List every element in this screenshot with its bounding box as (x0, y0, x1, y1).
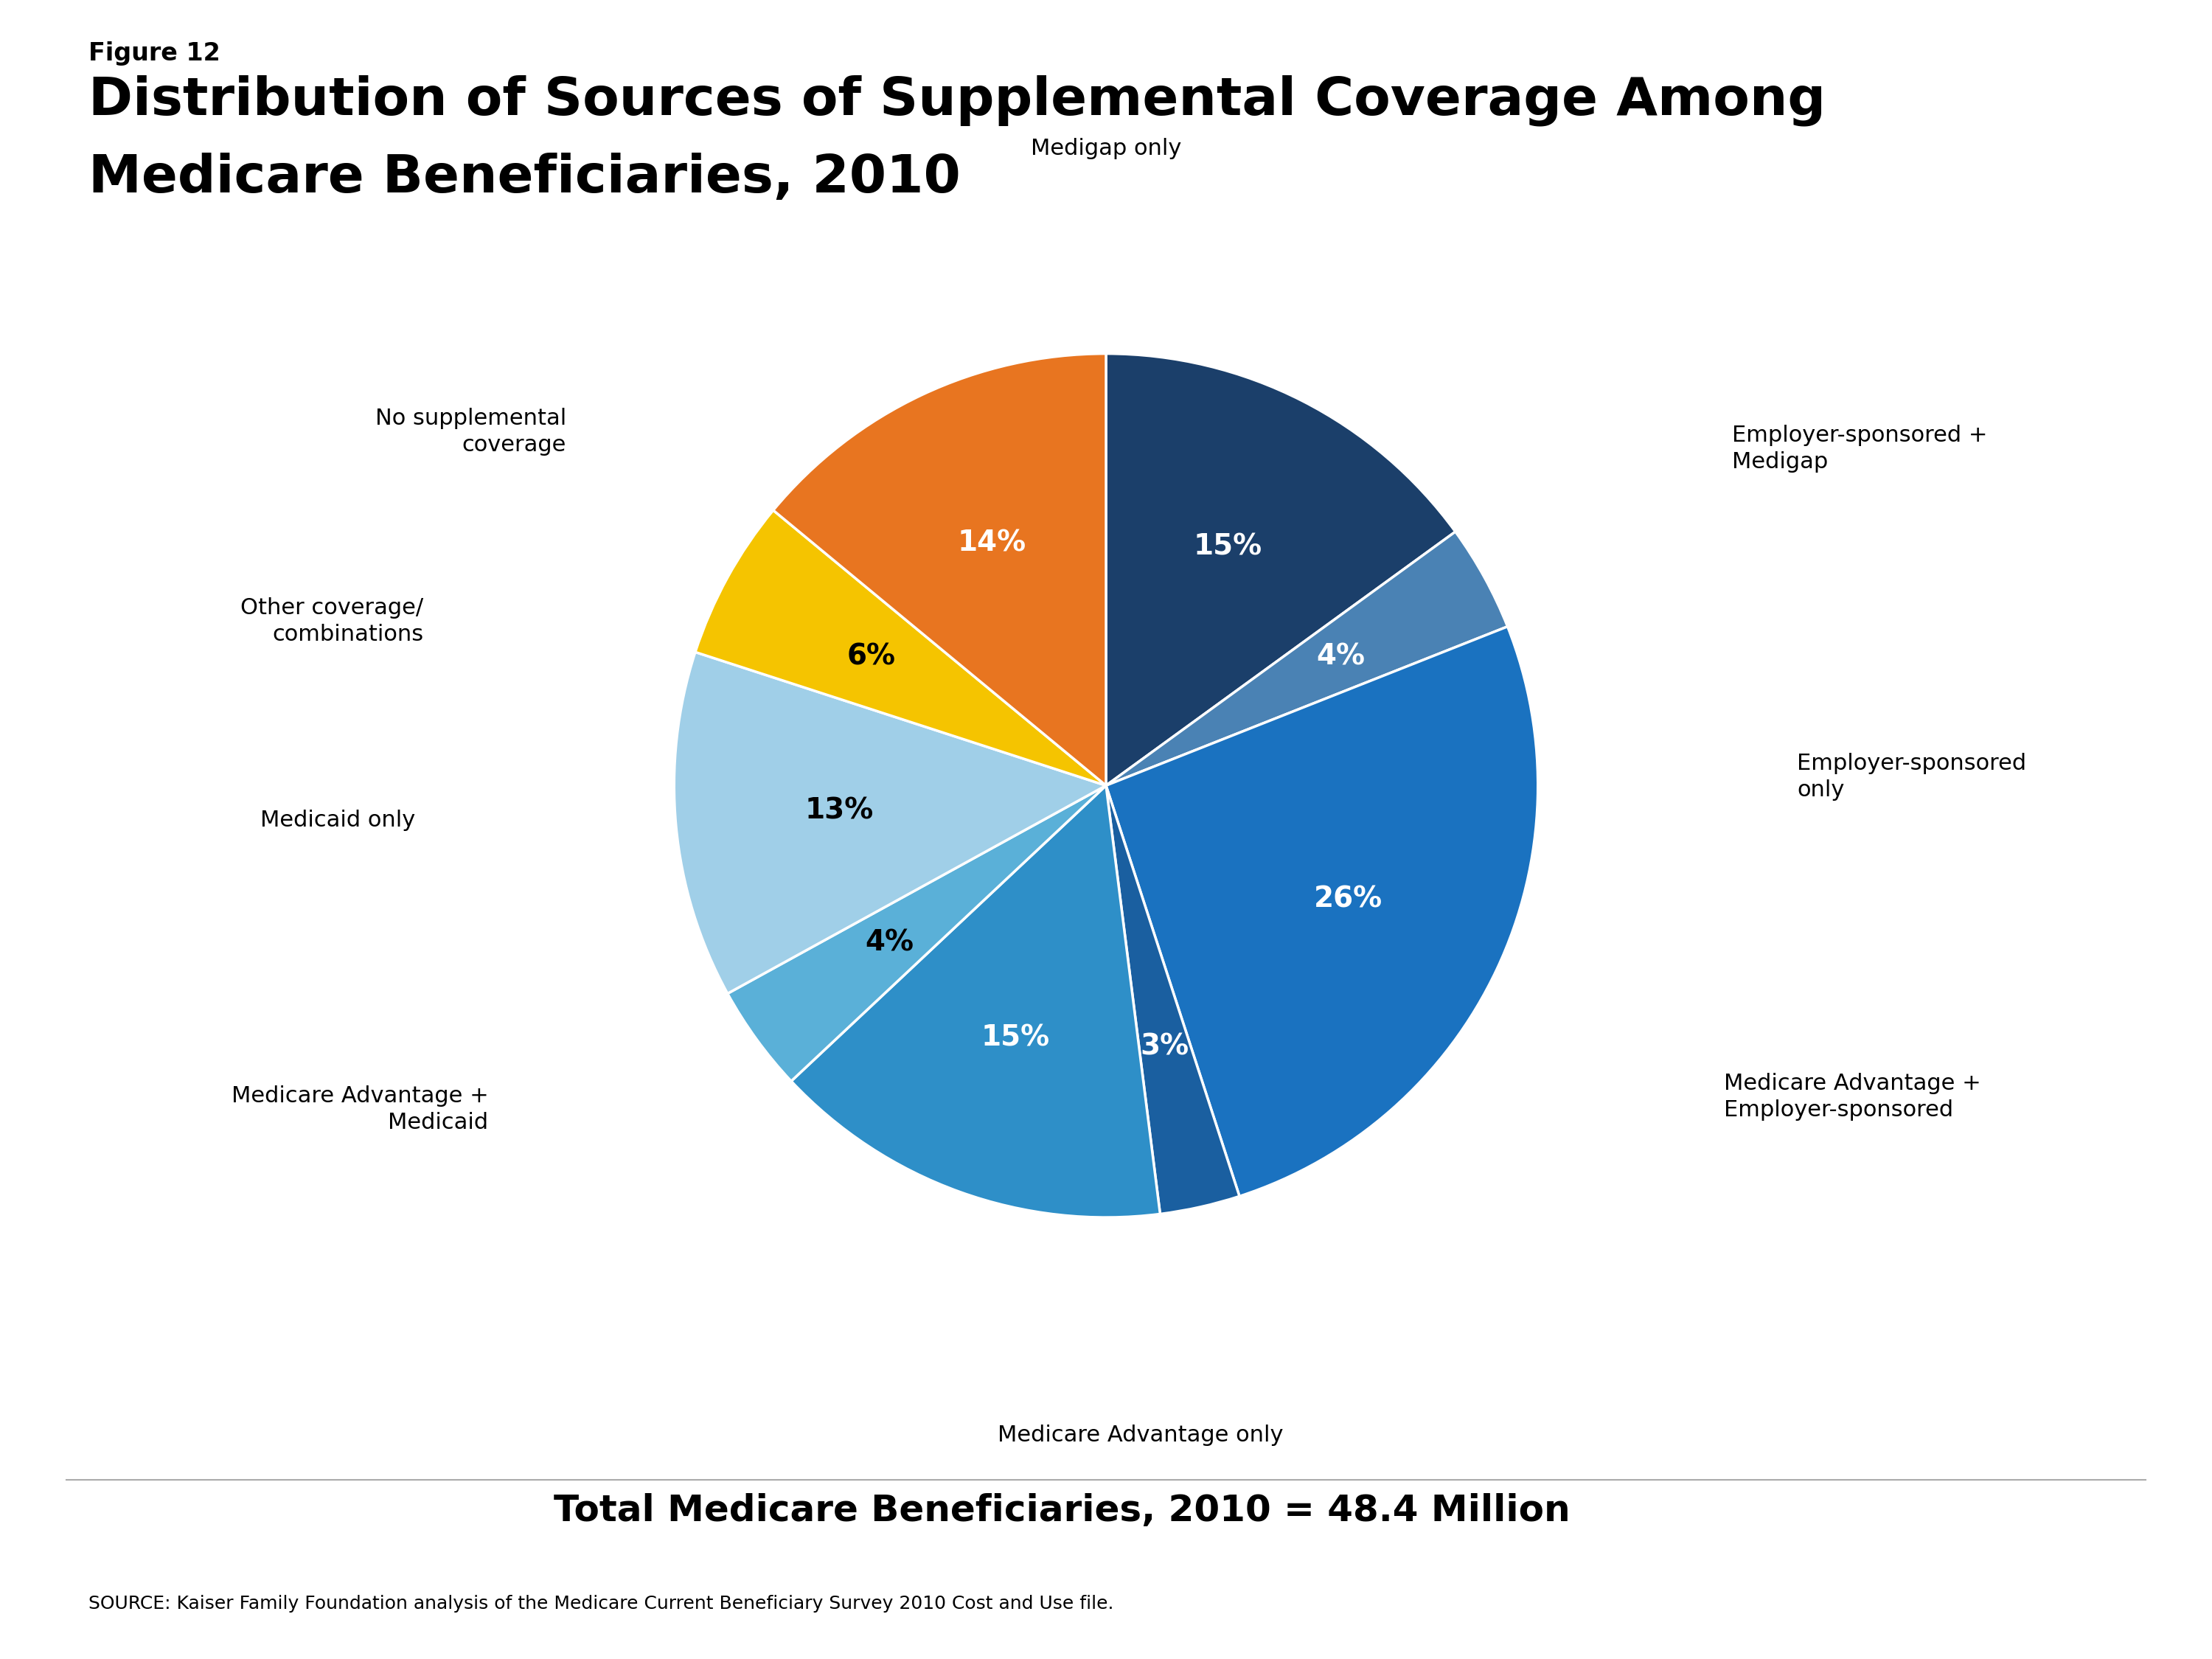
Text: FAMILY: FAMILY (2046, 1558, 2108, 1573)
Text: 4%: 4% (1316, 642, 1365, 670)
Wedge shape (1106, 627, 1537, 1196)
Text: 13%: 13% (805, 796, 874, 825)
Text: THE HENRY J.: THE HENRY J. (2046, 1496, 2108, 1506)
Text: Medigap only: Medigap only (1031, 138, 1181, 159)
Text: 3%: 3% (1139, 1034, 1188, 1060)
Wedge shape (1106, 353, 1455, 785)
Text: No supplemental
coverage: No supplemental coverage (376, 408, 566, 455)
Text: Medicare Advantage only: Medicare Advantage only (998, 1425, 1283, 1447)
Text: Medicare Beneficiaries, 2010: Medicare Beneficiaries, 2010 (88, 153, 960, 204)
Text: 4%: 4% (865, 929, 914, 957)
Text: Employer-sponsored +
Medigap: Employer-sponsored + Medigap (1732, 425, 1989, 473)
Text: 26%: 26% (1314, 886, 1382, 914)
Wedge shape (1106, 531, 1509, 785)
Wedge shape (792, 785, 1159, 1218)
Text: 15%: 15% (980, 1024, 1051, 1052)
Text: Employer-sponsored
only: Employer-sponsored only (1796, 753, 2026, 801)
Text: 6%: 6% (847, 642, 896, 670)
Text: Total Medicare Beneficiaries, 2010 = 48.4 Million: Total Medicare Beneficiaries, 2010 = 48.… (553, 1493, 1571, 1528)
Text: FOUNDATION: FOUNDATION (2035, 1598, 2119, 1609)
Wedge shape (675, 652, 1106, 994)
Text: Medicare Advantage +
Employer-sponsored: Medicare Advantage + Employer-sponsored (1723, 1072, 1980, 1120)
Text: SOURCE: Kaiser Family Foundation analysis of the Medicare Current Beneficiary Su: SOURCE: Kaiser Family Foundation analysi… (88, 1594, 1113, 1613)
Wedge shape (728, 785, 1106, 1082)
Wedge shape (1106, 785, 1239, 1214)
Text: KAISER: KAISER (2044, 1525, 2110, 1540)
Text: Medicaid only: Medicaid only (261, 810, 416, 831)
Text: 14%: 14% (958, 529, 1026, 557)
Text: Other coverage/
combinations: Other coverage/ combinations (241, 597, 425, 645)
Wedge shape (774, 353, 1106, 785)
Wedge shape (695, 511, 1106, 785)
Text: Distribution of Sources of Supplemental Coverage Among: Distribution of Sources of Supplemental … (88, 75, 1825, 126)
Text: Figure 12: Figure 12 (88, 41, 221, 66)
Text: 15%: 15% (1192, 533, 1261, 561)
Text: Medicare Advantage +
Medicaid: Medicare Advantage + Medicaid (232, 1085, 489, 1133)
